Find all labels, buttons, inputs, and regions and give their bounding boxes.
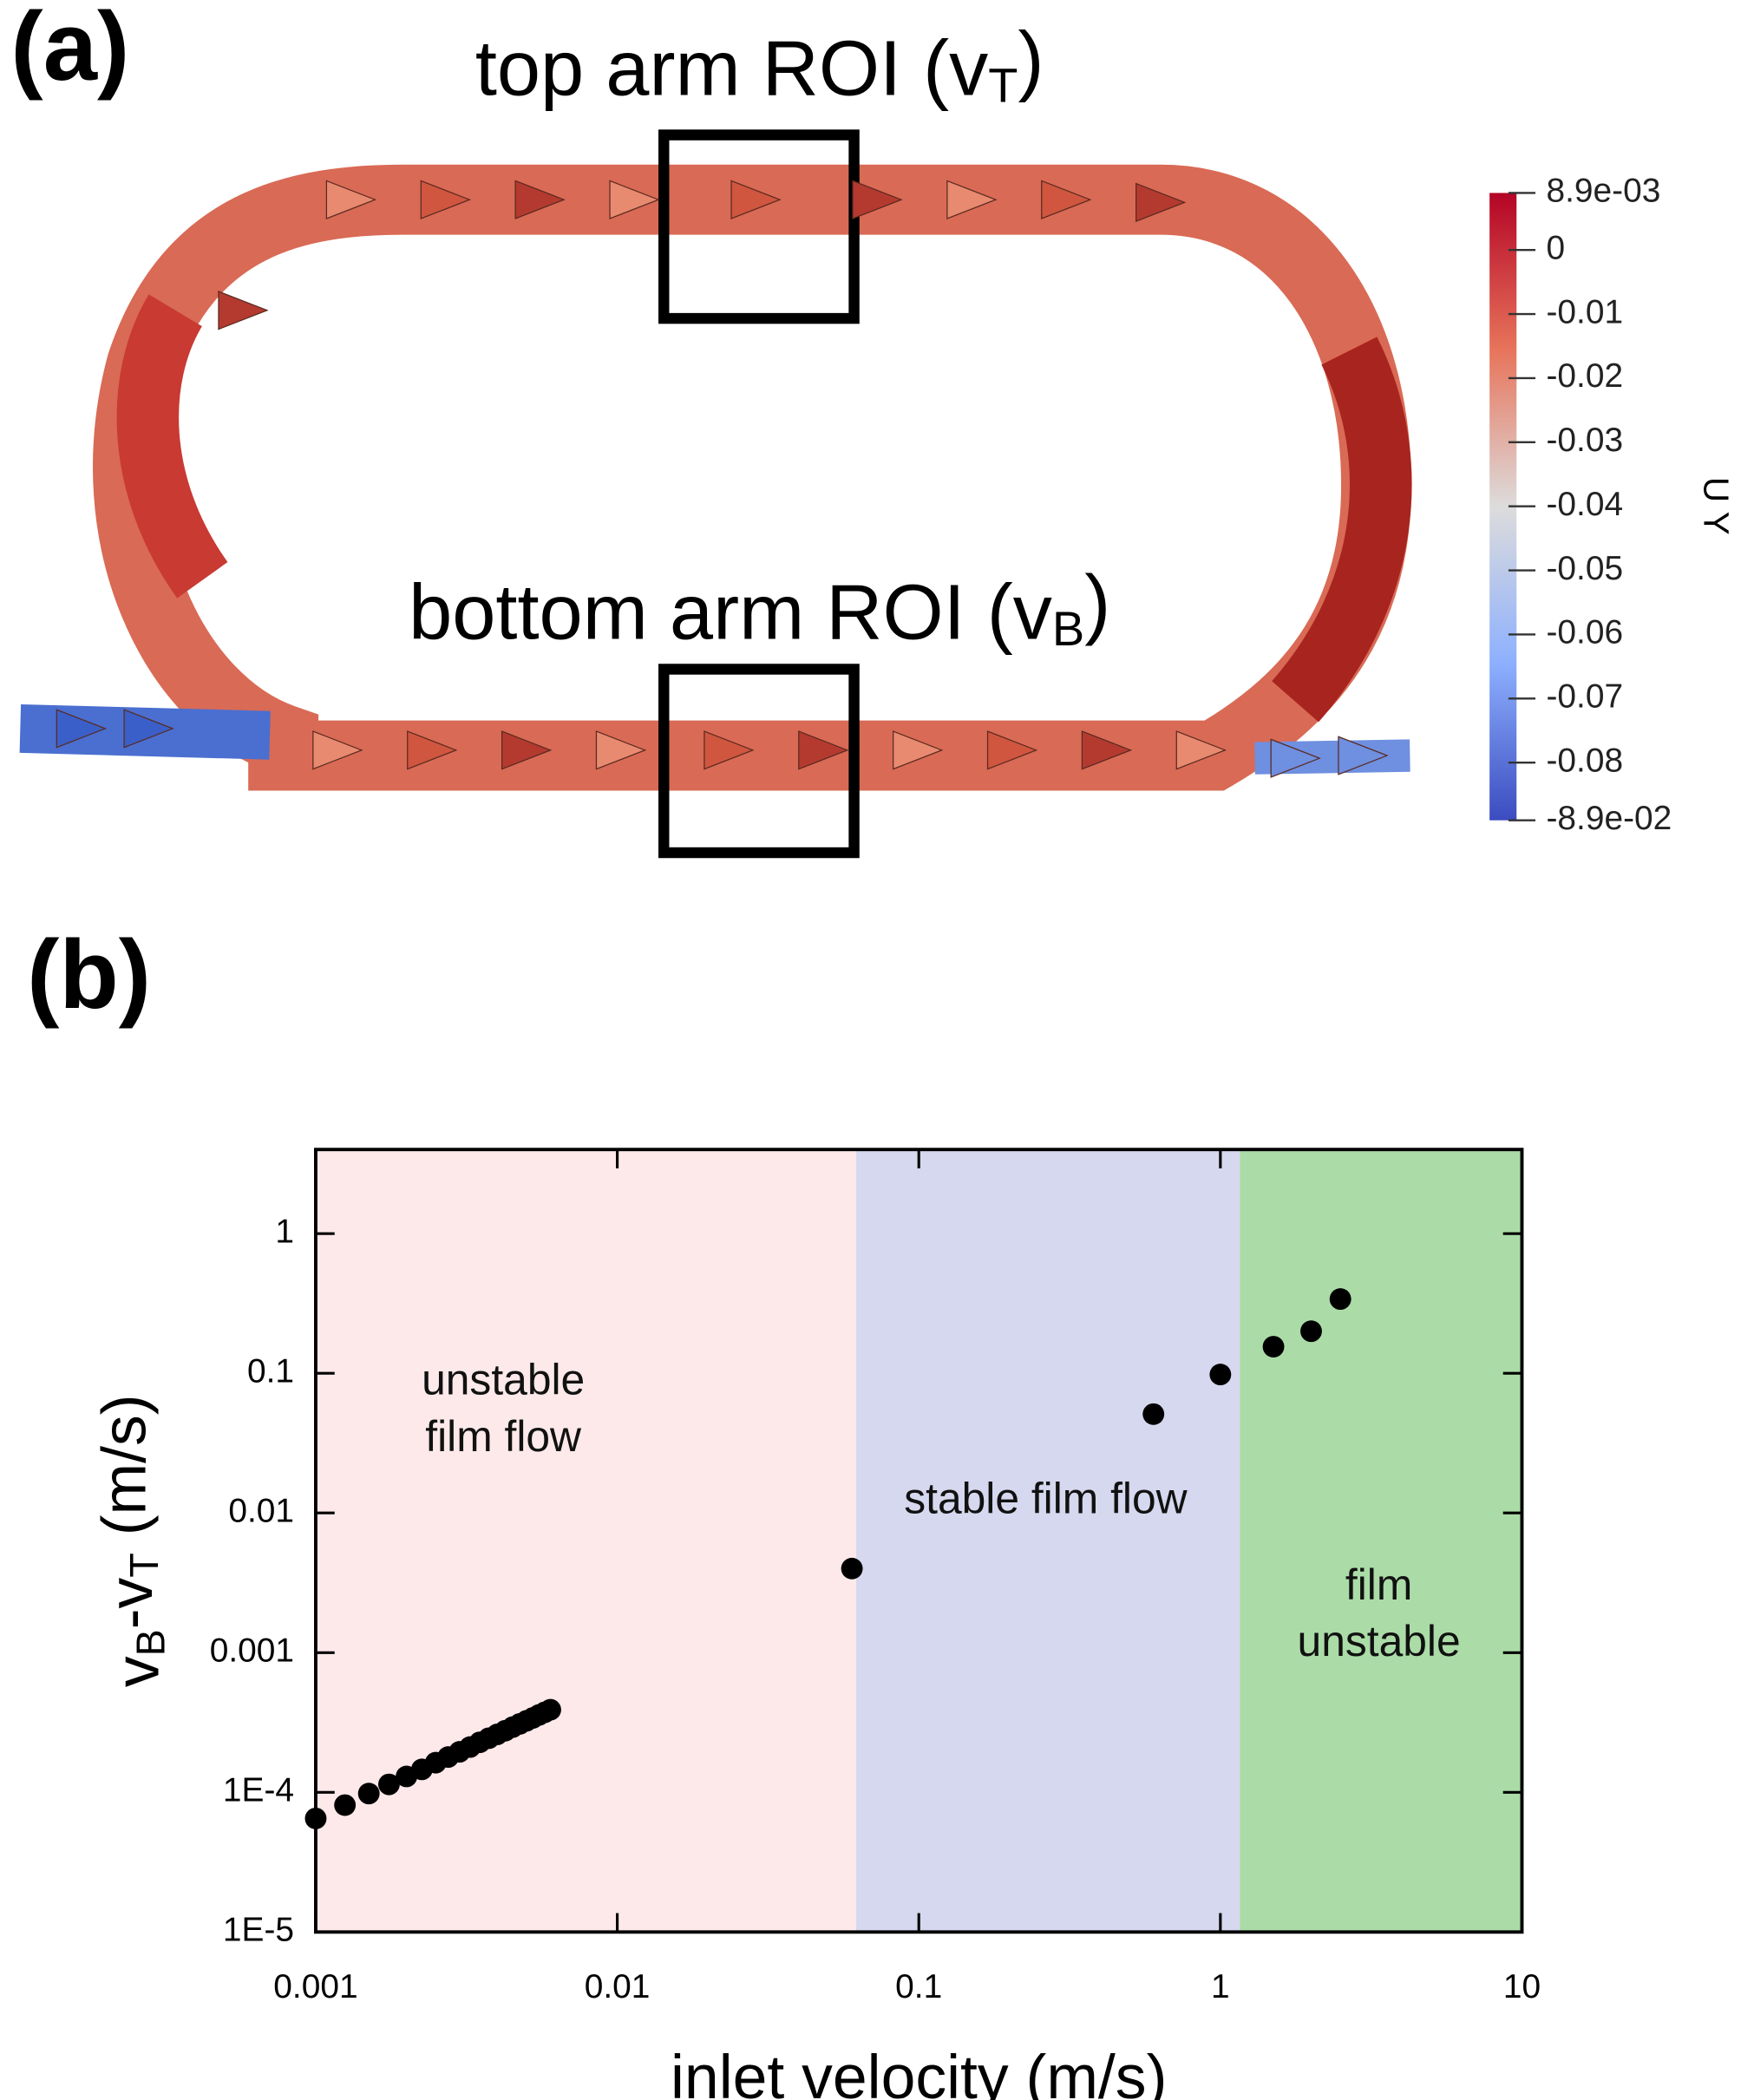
y-tick-label: 0.1: [247, 1352, 294, 1390]
annotation: bottom arm ROI (vB): [409, 559, 1110, 656]
point: [378, 1773, 400, 1796]
point: [334, 1794, 357, 1816]
point: [357, 1783, 380, 1805]
flow-arrow: [704, 730, 755, 770]
flow-arrow: [595, 730, 647, 770]
text-part: (m/s): [89, 1394, 159, 1553]
flow-arrow: [986, 730, 1038, 770]
subscript: B: [1052, 601, 1084, 656]
flow-loop-dark: [116, 294, 228, 599]
flow-arrow: [312, 730, 363, 770]
region: [856, 1149, 1240, 1933]
colorbar-tick-label: -0.07: [1546, 678, 1623, 716]
colorbar-tick-label: 0: [1546, 229, 1565, 266]
point: [1142, 1403, 1165, 1425]
colorbar-label: U Y: [1697, 477, 1737, 535]
colorbar-tick-label: 8.9e-03: [1546, 173, 1660, 210]
x-axis-title: inlet velocity (m/s): [671, 2043, 1167, 2100]
text-part: ): [1018, 16, 1044, 103]
flow-arrow: [798, 730, 849, 770]
panel-label: (b): [27, 920, 151, 1029]
colorbar-tick-label: -0.04: [1546, 486, 1623, 523]
region-label: unstable: [1298, 1617, 1461, 1665]
flow-arrow: [1338, 736, 1389, 775]
flow-arrow: [1081, 730, 1133, 770]
flow-arrow: [514, 180, 566, 219]
roi-box: [658, 129, 860, 324]
colorbar-tick-label: -0.01: [1546, 293, 1623, 330]
region-label: film flow: [425, 1412, 582, 1461]
flow-arrow: [609, 180, 660, 219]
roi-box: [658, 664, 860, 859]
region-label: unstable: [422, 1355, 585, 1403]
annotation: top arm ROI (vT): [475, 16, 1044, 112]
colorbar-tick-label: -0.05: [1546, 550, 1623, 587]
x-tick-label: 10: [1503, 1968, 1541, 2005]
point: [841, 1557, 863, 1580]
point: [1262, 1336, 1285, 1357]
annotation: vB-vT (m/s): [89, 1394, 173, 1687]
text-part: v: [102, 1656, 172, 1687]
subscript: T: [988, 57, 1018, 112]
x-tick-label: 0.01: [585, 1968, 651, 2005]
flow-arrow: [730, 180, 782, 219]
colorbar-tick-label: -0.06: [1546, 614, 1623, 651]
region-label: stable film flow: [904, 1474, 1188, 1522]
region: [1240, 1149, 1522, 1933]
x-tick-label: 0.1: [895, 1968, 942, 2005]
text-part: top arm ROI (v: [475, 24, 988, 112]
colorbar-tick-label: -0.03: [1546, 422, 1623, 459]
y-tick-label: 1E-4: [223, 1772, 294, 1809]
x-tick-label: 1: [1211, 1968, 1230, 2005]
flow-arrow: [501, 730, 553, 770]
text-part: bottom arm ROI (v: [409, 568, 1052, 656]
flow-arrow: [1270, 738, 1321, 778]
flow-arrow: [325, 180, 377, 219]
flow-loop-dark: [1271, 337, 1412, 723]
flow-arrow: [123, 709, 174, 749]
panel-label: (a): [10, 0, 129, 101]
flow-arrow: [852, 180, 903, 219]
point: [1329, 1288, 1351, 1311]
region: [315, 1149, 857, 1933]
flow-arrow: [1175, 730, 1227, 770]
flow-arrow: [407, 730, 458, 770]
y-tick-label: 0.001: [210, 1632, 294, 1670]
subscript: B: [128, 1629, 173, 1656]
flow-arrow: [56, 709, 108, 749]
flow-arrow: [218, 291, 269, 330]
flow-arrow: [893, 730, 944, 770]
flow-arrow: [1136, 182, 1187, 223]
colorbar-tick-label: -0.08: [1546, 742, 1623, 779]
point: [1209, 1364, 1232, 1386]
y-tick-label: 1: [275, 1213, 294, 1250]
text-part: -v: [96, 1577, 166, 1629]
colorbar-tick-label: -8.9e-02: [1546, 800, 1672, 837]
flow-arrow: [946, 180, 998, 219]
flow-arrow: [420, 180, 471, 219]
point: [1300, 1320, 1322, 1343]
text-part: ): [1084, 559, 1110, 647]
point: [540, 1698, 561, 1721]
subscript: T: [121, 1553, 167, 1578]
y-tick-label: 1E-5: [223, 1912, 294, 1949]
point: [304, 1807, 327, 1829]
y-tick-label: 0.01: [228, 1492, 294, 1529]
region-label: film: [1345, 1560, 1412, 1609]
flow-arrow: [1041, 180, 1092, 219]
colorbar-tick-label: -0.02: [1546, 357, 1623, 395]
x-tick-label: 0.001: [273, 1968, 357, 2005]
